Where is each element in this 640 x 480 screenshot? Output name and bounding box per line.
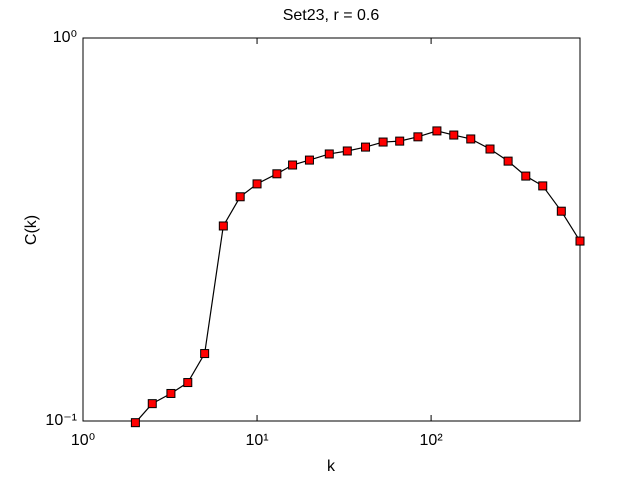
point-marker bbox=[130, 418, 140, 428]
point-marker bbox=[218, 221, 228, 231]
x-tick-label: 10⁰ bbox=[71, 432, 95, 449]
chart-title: Set23, r = 0.6 bbox=[283, 7, 380, 24]
point-marker bbox=[361, 142, 371, 152]
point-marker bbox=[449, 130, 459, 140]
point-marker bbox=[166, 388, 176, 398]
point-marker bbox=[342, 146, 352, 156]
point-marker bbox=[503, 156, 513, 166]
point-marker bbox=[272, 169, 282, 179]
x-axis-label: k bbox=[327, 458, 336, 475]
point-marker bbox=[556, 206, 566, 216]
point-marker bbox=[288, 160, 298, 170]
y-tick-label: 10⁰ bbox=[53, 29, 77, 46]
axes-box bbox=[82, 37, 581, 422]
point-marker bbox=[378, 137, 388, 147]
point-marker bbox=[575, 236, 585, 246]
point-marker bbox=[521, 171, 531, 181]
point-marker bbox=[304, 155, 314, 165]
point-marker bbox=[538, 181, 548, 191]
point-marker bbox=[324, 149, 334, 159]
point-marker bbox=[413, 132, 423, 142]
point-marker bbox=[200, 349, 210, 359]
x-tick-label: 10² bbox=[420, 432, 444, 449]
x-tick-label: 10¹ bbox=[245, 432, 268, 449]
point-marker bbox=[235, 192, 245, 202]
y-axis-label: C(k) bbox=[23, 215, 40, 245]
point-marker bbox=[432, 126, 442, 136]
point-marker bbox=[183, 378, 193, 388]
point-marker bbox=[466, 134, 476, 144]
point-marker bbox=[395, 136, 405, 146]
point-marker bbox=[485, 144, 495, 154]
point-marker bbox=[147, 399, 157, 409]
point-marker bbox=[252, 179, 262, 189]
y-tick-label: 10⁻¹ bbox=[45, 412, 77, 429]
